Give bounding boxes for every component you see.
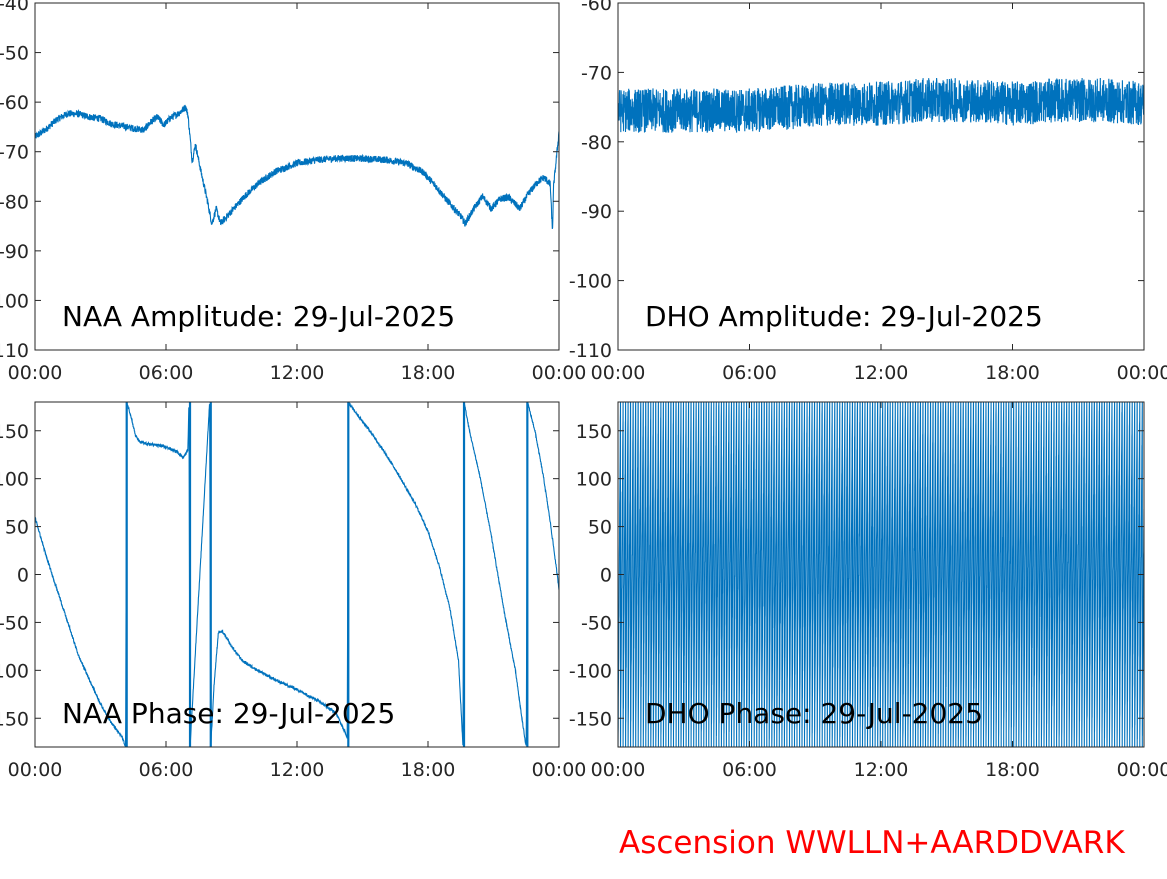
- panel-title: DHO Amplitude: 29-Jul-2025: [645, 300, 1043, 333]
- axes-box: [34, 401, 560, 748]
- y-tick-label: -80: [0, 191, 29, 213]
- y-tick-label: -110: [569, 340, 612, 362]
- axes-box: [617, 2, 1145, 351]
- y-tick-label: -80: [581, 132, 612, 154]
- panel-title: NAA Phase: 29-Jul-2025: [62, 697, 395, 730]
- x-tick-label: 06:00: [722, 362, 777, 384]
- x-tick-label: 18:00: [401, 362, 456, 384]
- y-tick-label: 150: [0, 421, 29, 443]
- x-tick-label: 00:00: [8, 759, 63, 781]
- y-tick-label: 50: [588, 517, 612, 539]
- y-tick-label: -60: [581, 0, 612, 15]
- series-line: [618, 77, 1144, 133]
- y-tick-label: -90: [581, 201, 612, 223]
- series-line: [35, 104, 559, 230]
- y-tick-label: 150: [576, 421, 612, 443]
- y-tick-label: 0: [17, 565, 29, 587]
- y-tick-label: -110: [0, 340, 29, 362]
- series-line: [35, 402, 559, 747]
- x-tick-label: 18:00: [985, 362, 1040, 384]
- y-tick-label: -100: [0, 660, 29, 682]
- x-tick-label: 00:00: [591, 759, 646, 781]
- panel-title: DHO Phase: 29-Jul-2025: [645, 697, 983, 730]
- y-tick-label: -50: [581, 612, 612, 634]
- axes-box: [34, 2, 560, 351]
- y-tick-label: -90: [0, 241, 29, 263]
- x-tick-label: 12:00: [270, 759, 325, 781]
- x-tick-label: 12:00: [854, 759, 909, 781]
- x-tick-label: 18:00: [401, 759, 456, 781]
- y-tick-label: -100: [569, 271, 612, 293]
- y-tick-label: 0: [600, 565, 612, 587]
- y-tick-label: -50: [0, 43, 29, 65]
- y-tick-label: -70: [0, 142, 29, 164]
- y-tick-label: -100: [0, 290, 29, 312]
- y-tick-label: -50: [0, 612, 29, 634]
- x-tick-label: 18:00: [985, 759, 1040, 781]
- y-tick-label: -40: [0, 0, 29, 15]
- y-tick-label: -150: [569, 708, 612, 730]
- chart-panel-1: -40-50-60-70-80-90-100-11000:0006:0012:0…: [0, 0, 586, 384]
- x-tick-label: 06:00: [139, 759, 194, 781]
- y-tick-label: 100: [576, 469, 612, 491]
- y-tick-label: -70: [581, 62, 612, 84]
- panel-title: NAA Amplitude: 29-Jul-2025: [62, 300, 455, 333]
- x-tick-label: 00:00: [8, 362, 63, 384]
- y-tick-label: 50: [5, 517, 29, 539]
- y-tick-label: -150: [0, 708, 29, 730]
- x-tick-label: 06:00: [722, 759, 777, 781]
- x-tick-label: 00:00: [532, 362, 587, 384]
- chart-panel-3: 150 100 50 0 -50 -100 -150 00:00 06:00 12:00 18:00…: [0, 401, 586, 781]
- x-tick-label: 00:00: [532, 759, 587, 781]
- y-tick-label: -100: [569, 660, 612, 682]
- series-line: [618, 402, 1144, 747]
- x-tick-label: 00:00: [1117, 362, 1167, 384]
- y-tick-label: 100: [0, 469, 29, 491]
- footer-caption: Ascension WWLLN+AARDDVARK: [619, 825, 1125, 861]
- x-tick-label: 00:00: [591, 362, 646, 384]
- x-tick-label: 12:00: [270, 362, 325, 384]
- x-tick-label: 00:00: [1117, 759, 1167, 781]
- x-tick-label: 12:00: [854, 362, 909, 384]
- x-tick-label: 06:00: [139, 362, 194, 384]
- chart-panel-4: 150 100 50 0 -50 -100 -150 00:00 06:00 12:00 18:00…: [569, 401, 1167, 781]
- y-tick-label: -60: [0, 92, 29, 114]
